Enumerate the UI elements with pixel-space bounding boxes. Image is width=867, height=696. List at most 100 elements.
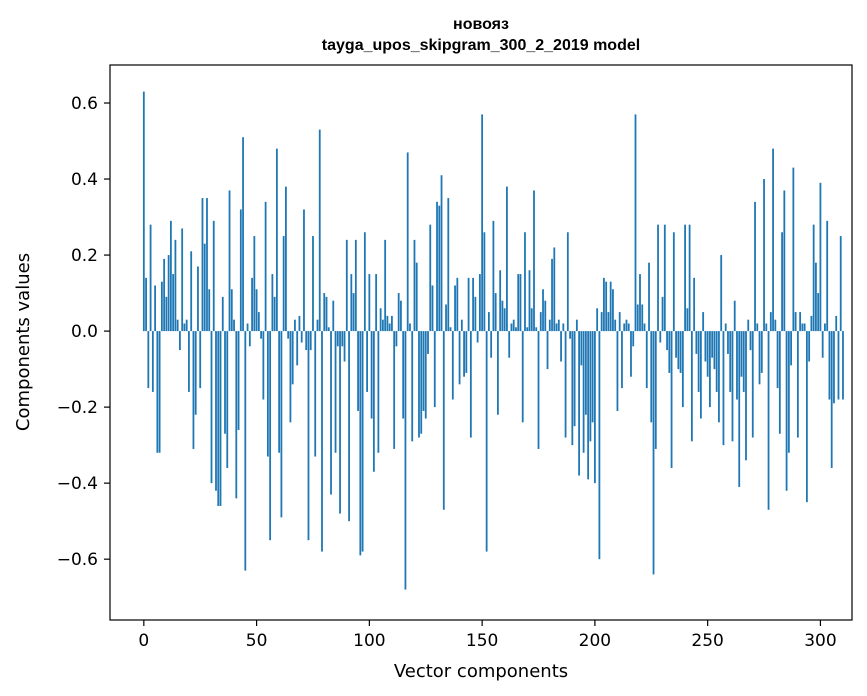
bar [564, 331, 567, 438]
bar [835, 315, 838, 332]
bar [695, 331, 698, 354]
bar [393, 331, 396, 449]
bar [530, 308, 533, 332]
bar [584, 331, 587, 415]
bar [411, 331, 414, 442]
bar [600, 312, 603, 332]
x-tick-label: 50 [246, 631, 268, 651]
bar [456, 277, 459, 332]
bar [639, 274, 641, 332]
bar [634, 114, 637, 332]
bar [555, 323, 558, 332]
bar [490, 331, 493, 358]
bar [169, 220, 172, 332]
bar [285, 186, 287, 332]
bar [354, 239, 357, 332]
bar [790, 331, 792, 366]
bar [499, 270, 502, 332]
bar [257, 312, 260, 332]
bar [201, 198, 204, 332]
bar [767, 331, 770, 510]
bar [235, 331, 238, 499]
bar [578, 331, 580, 476]
bar [400, 300, 402, 332]
bar [758, 331, 761, 385]
bar [815, 262, 817, 332]
bar [591, 331, 594, 423]
bar [194, 331, 197, 415]
y-axis-ticks: −0.6 −0.4 −0.2 0.0 0.2 0.4 0.6 [57, 94, 110, 570]
bar [239, 209, 242, 332]
bar [210, 331, 213, 484]
bar [163, 258, 166, 332]
bar [675, 331, 677, 358]
bar [352, 293, 355, 332]
bar [413, 239, 416, 332]
bar [251, 277, 253, 332]
bar [729, 331, 732, 392]
bar [521, 331, 524, 423]
bar [824, 323, 826, 332]
bar [402, 331, 405, 419]
bar [483, 232, 486, 332]
x-tick-label: 0 [138, 631, 149, 651]
bar [652, 331, 655, 575]
bar [819, 182, 822, 332]
bar [422, 331, 425, 411]
bar [350, 274, 353, 332]
bar [181, 228, 184, 332]
bar [679, 331, 682, 373]
bar [172, 274, 175, 332]
bar [487, 312, 490, 332]
bar [727, 331, 729, 354]
bar [145, 277, 147, 332]
bar [612, 289, 614, 332]
bar [248, 331, 251, 347]
bar [580, 331, 583, 366]
bar [754, 201, 756, 332]
bar [449, 327, 452, 332]
bar [431, 285, 434, 332]
bar [339, 331, 341, 514]
bar [760, 331, 763, 373]
bar [501, 300, 504, 332]
bar [587, 331, 590, 480]
bar [179, 331, 181, 351]
bar [623, 323, 626, 332]
bar [546, 331, 549, 370]
bar [709, 331, 711, 408]
bar [657, 224, 659, 332]
bar [264, 201, 267, 332]
bar [575, 319, 578, 332]
bar [702, 312, 705, 332]
bar [165, 296, 168, 332]
y-tick-label: 0.2 [71, 246, 98, 266]
bar [688, 224, 691, 332]
bar [821, 331, 824, 358]
bar [684, 224, 686, 332]
bar [208, 289, 211, 332]
bar [282, 236, 285, 332]
bar [377, 331, 380, 453]
x-tick-label: 200 [579, 631, 611, 651]
bar [659, 331, 662, 343]
bar [569, 331, 571, 339]
bar [334, 331, 337, 453]
chart-title: новояз [453, 16, 509, 33]
bar [582, 331, 585, 453]
bar [440, 175, 443, 332]
bar [618, 312, 621, 332]
bar [278, 331, 281, 453]
bar [621, 331, 623, 389]
bar [481, 114, 484, 332]
bar [242, 137, 244, 332]
bar [386, 315, 389, 332]
x-tick-label: 100 [353, 631, 385, 651]
x-axis-label: Vector components [394, 661, 568, 682]
bar [747, 319, 750, 332]
bar [472, 277, 474, 332]
bar [206, 198, 208, 332]
bar [810, 315, 813, 332]
bar [409, 323, 411, 332]
bar [478, 274, 481, 332]
